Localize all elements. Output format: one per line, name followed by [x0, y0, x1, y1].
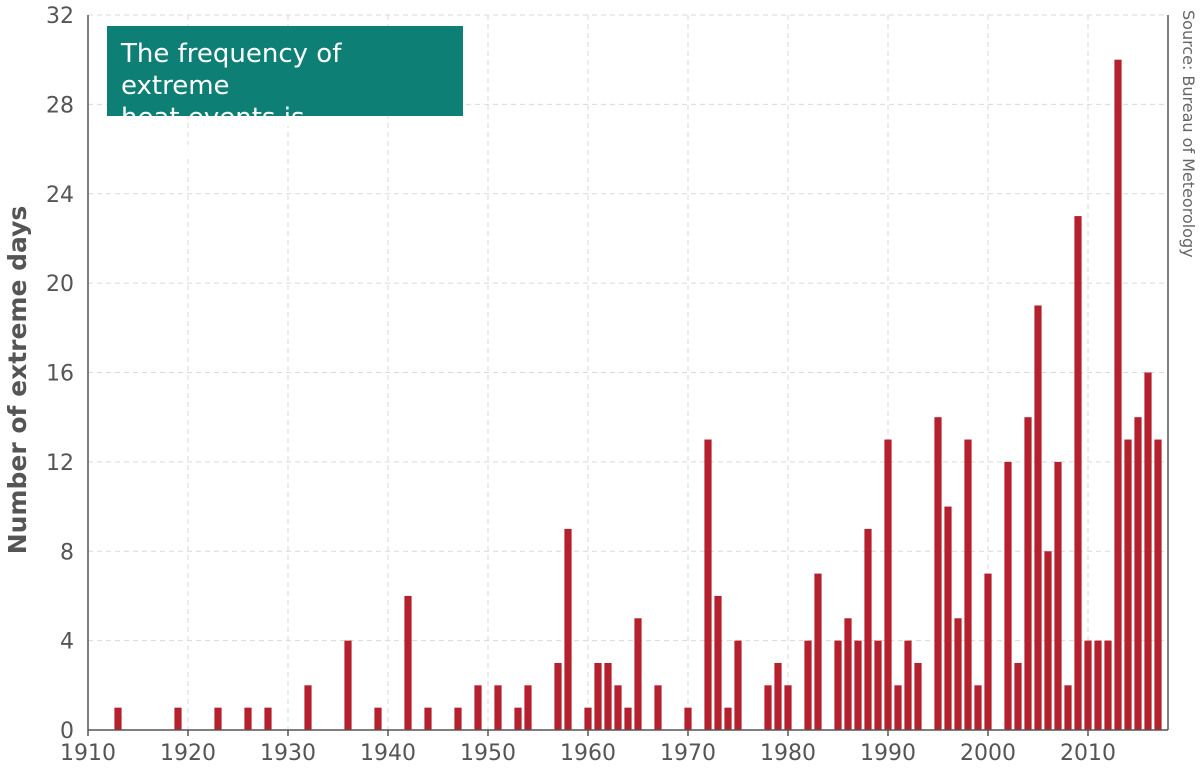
- bar-1988: [864, 528, 872, 730]
- bar-1923: [214, 707, 222, 730]
- bar-1965: [634, 618, 642, 730]
- y-tick-label: 20: [46, 272, 74, 297]
- bar-1983: [814, 573, 822, 730]
- bar-1991: [894, 685, 902, 730]
- bar-1993: [914, 662, 922, 730]
- bar-2000: [984, 573, 992, 730]
- callout-line-1: The frequency of extreme: [121, 39, 342, 101]
- bar-1913: [114, 707, 122, 730]
- x-tick-label: 1990: [860, 741, 916, 766]
- y-tick-label: 28: [46, 93, 74, 118]
- bar-1970: [684, 707, 692, 730]
- bar-1957: [554, 662, 562, 730]
- bar-1928: [264, 707, 272, 730]
- bar-1979: [774, 662, 782, 730]
- x-tick-label: 1960: [560, 741, 616, 766]
- bar-1936: [344, 640, 352, 731]
- x-tick-label: 2010: [1060, 741, 1116, 766]
- bar-2008: [1064, 685, 1072, 730]
- bar-1926: [244, 707, 252, 730]
- bar-1961: [594, 662, 602, 730]
- bar-1919: [174, 707, 182, 730]
- bar-1962: [604, 662, 612, 730]
- y-tick-label: 32: [46, 4, 74, 29]
- bar-1953: [514, 707, 522, 730]
- bar-1978: [764, 685, 772, 730]
- bar-1964: [624, 707, 632, 730]
- bar-1973: [714, 595, 722, 730]
- bar-2005: [1034, 305, 1042, 730]
- bar-2002: [1004, 461, 1012, 731]
- x-tick-label: 1910: [60, 741, 116, 766]
- bar-2015: [1134, 417, 1142, 730]
- bar-1997: [954, 618, 962, 730]
- bar-1999: [974, 685, 982, 730]
- x-tick-labels: 1910 1920 1930 1940 1950 1960 1970 1980 1990 2000…: [60, 741, 1116, 766]
- bar-1990: [884, 439, 892, 730]
- callout-box: The frequency of extreme heat events is …: [107, 26, 463, 165]
- bar-1987: [854, 640, 862, 731]
- bar-2003: [1014, 662, 1022, 730]
- bar-2016: [1144, 372, 1152, 730]
- bar-1951: [494, 685, 502, 730]
- bar-1996: [944, 506, 952, 730]
- bar-1954: [524, 685, 532, 730]
- bar-1960: [584, 707, 592, 730]
- bar-1947: [454, 707, 462, 730]
- bar-1982: [804, 640, 812, 731]
- bar-1932: [304, 685, 312, 730]
- x-tick-label: 2000: [960, 741, 1016, 766]
- bar-1975: [734, 640, 742, 731]
- y-tick-label: 24: [46, 183, 74, 208]
- x-tick-label: 1970: [660, 741, 716, 766]
- x-tick-label: 1940: [360, 741, 416, 766]
- bar-2014: [1124, 439, 1132, 730]
- callout-line-2: heat events is increasing.: [121, 103, 305, 165]
- y-tick-label: 12: [46, 451, 74, 476]
- x-tick-label: 1980: [760, 741, 816, 766]
- source-note: Source: Bureau of Meteorology: [1179, 10, 1198, 258]
- bar-1992: [904, 640, 912, 731]
- bar-1995: [934, 417, 942, 730]
- bar-2010: [1084, 640, 1092, 731]
- bar-1974: [724, 707, 732, 730]
- bar-2004: [1024, 417, 1032, 730]
- bar-1942: [404, 595, 412, 730]
- bar-1972: [704, 439, 712, 730]
- bar-2012: [1104, 640, 1112, 731]
- bar-1986: [844, 618, 852, 730]
- y-tick-label: 16: [46, 362, 74, 387]
- bar-1949: [474, 685, 482, 730]
- x-tick-label: 1930: [260, 741, 316, 766]
- bars: [114, 59, 1162, 731]
- bar-1967: [654, 685, 662, 730]
- bar-2011: [1094, 640, 1102, 731]
- bar-1989: [874, 640, 882, 731]
- bar-1939: [374, 707, 382, 730]
- bar-1998: [964, 439, 972, 730]
- bar-1958: [564, 528, 572, 730]
- bar-2017: [1154, 439, 1162, 730]
- bar-2009: [1074, 216, 1082, 731]
- bar-1980: [784, 685, 792, 730]
- y-axis-label: Number of extreme days: [3, 206, 32, 555]
- y-tick-label: 0: [60, 719, 74, 744]
- bar-2006: [1044, 551, 1052, 730]
- bar-1944: [424, 707, 432, 730]
- y-tick-label: 8: [60, 540, 74, 565]
- y-tick-label: 4: [60, 630, 74, 655]
- y-tick-labels: 0 4 8 12 16 20 24 28 32: [46, 4, 74, 744]
- x-tick-label: 1950: [460, 741, 516, 766]
- bar-2013: [1114, 59, 1122, 730]
- x-tick-label: 1920: [160, 741, 216, 766]
- bar-1963: [614, 685, 622, 730]
- bar-2007: [1054, 461, 1062, 731]
- bar-1985: [834, 640, 842, 731]
- axes: [87, 15, 1169, 736]
